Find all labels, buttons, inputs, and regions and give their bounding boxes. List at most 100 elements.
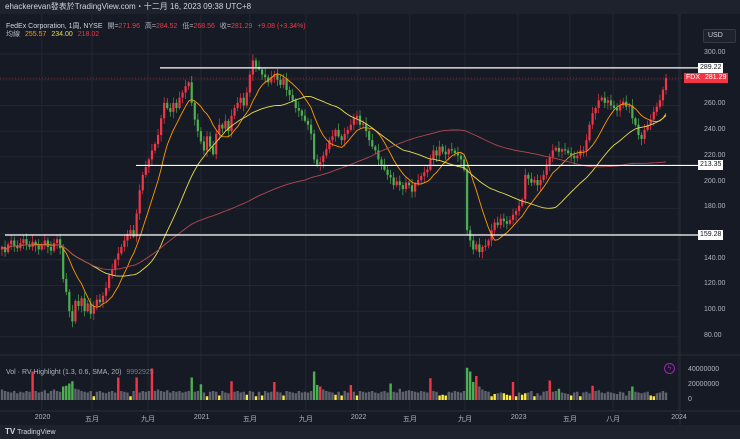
candle-body [407, 182, 411, 186]
volume-bar [450, 392, 454, 400]
candle-body [193, 102, 196, 120]
candle-body [652, 111, 655, 120]
candle-body [300, 110, 303, 116]
time-tick: 2021 [193, 414, 210, 421]
volume-bar [77, 389, 80, 400]
candle-body [117, 253, 120, 260]
candle-body [560, 149, 564, 152]
volume-bar [579, 396, 582, 400]
volume-tick: 20000000 [688, 381, 720, 388]
time-tick: 2023 [510, 414, 527, 421]
candle-body [221, 124, 224, 129]
volume-bar [478, 386, 481, 400]
volume-bar [377, 393, 380, 400]
candle-body [597, 100, 600, 109]
candle-body [233, 108, 236, 116]
volume-bar [306, 392, 310, 400]
candle-body [325, 149, 328, 156]
volume-bar [521, 394, 524, 400]
candle-body [43, 240, 46, 245]
volume-bar [267, 392, 270, 400]
candle-body [423, 172, 426, 177]
volume-bar [410, 391, 414, 400]
low-value: 268.56 [193, 23, 215, 30]
volume-bar [383, 391, 386, 400]
candle-body [328, 140, 331, 150]
volume-bar [637, 392, 640, 400]
volume-bar [86, 392, 89, 400]
volume-bar [573, 392, 576, 400]
volume-bar [135, 377, 138, 400]
volume-bar [224, 392, 227, 400]
lightning-icon[interactable]: ϟ [664, 363, 675, 374]
ma2-line [1, 95, 667, 277]
volume-bar [493, 394, 496, 400]
volume-bar [242, 391, 245, 400]
volume-bar [193, 391, 196, 400]
candle-body [466, 169, 469, 231]
candle-body [322, 155, 325, 163]
candle-body [55, 239, 59, 244]
volume-bar [202, 392, 206, 400]
currency-button[interactable]: USD [703, 29, 736, 43]
volume-bar [162, 391, 166, 400]
time-tick: 九月 [298, 416, 313, 423]
candle-body [634, 118, 637, 125]
candle-body [619, 105, 622, 111]
volume-bar [413, 391, 417, 400]
candle-body [404, 182, 408, 190]
volume-bar [65, 385, 68, 400]
price-tick: 260.00 [704, 100, 726, 108]
volume-bar [263, 391, 267, 400]
candle-body [579, 150, 582, 156]
volume-bar [468, 371, 472, 400]
volume-bar [484, 391, 487, 400]
candle-body [261, 69, 264, 75]
candle-body [147, 159, 150, 168]
candle-body [196, 119, 199, 132]
ma1-line [1, 73, 667, 308]
tradingview-logo-icon: TV [5, 427, 16, 436]
volume-bar [542, 391, 545, 400]
candle-body [398, 181, 401, 186]
time-tick: 五月 [242, 416, 257, 423]
volume-bar [80, 391, 83, 400]
price-chart[interactable] [0, 14, 740, 425]
candle-body [190, 82, 193, 103]
candle-body [297, 108, 300, 111]
volume-bar [95, 391, 99, 400]
candle-body [514, 210, 518, 215]
volume-bar [456, 391, 460, 400]
volume-bar [459, 392, 463, 400]
volume-bar [352, 391, 356, 400]
volume-bar [322, 389, 325, 400]
candle-body [178, 97, 181, 109]
volume-bar [236, 391, 239, 400]
volume-bar [297, 391, 301, 400]
volume-title: Vol · RV Highlight (1.3, 0.6, SMA, 20) [6, 369, 122, 376]
volume-legend: Vol · RV Highlight (1.3, 0.6, SMA, 20) 9… [6, 369, 157, 376]
symbol-title: FedEx Corporation, 1周, NYSE [6, 23, 103, 30]
candle-body [557, 147, 561, 152]
volume-bar [560, 392, 564, 400]
close-value: 281.29 [230, 23, 253, 30]
volume-bar [658, 392, 662, 400]
brand-name: TradingView [17, 429, 56, 436]
candle-body [205, 136, 209, 151]
volume-bar [187, 391, 190, 400]
volume-bar [276, 391, 279, 400]
candle-body [502, 218, 505, 222]
volume-bar [230, 381, 233, 400]
volume-bar [107, 391, 111, 400]
chart-panel[interactable]: FedEx Corporation, 1周, NYSE 開=271.96 高=2… [0, 14, 740, 425]
candle-body [365, 123, 368, 132]
candle-body [138, 190, 141, 214]
candle-body [435, 150, 438, 156]
candle-body [0, 246, 4, 250]
candle-body [567, 150, 570, 154]
volume-bar [643, 392, 646, 400]
candle-body [496, 222, 499, 226]
time-tick: 五月 [402, 416, 417, 423]
candle-body [288, 90, 291, 96]
candle-body [530, 178, 533, 183]
